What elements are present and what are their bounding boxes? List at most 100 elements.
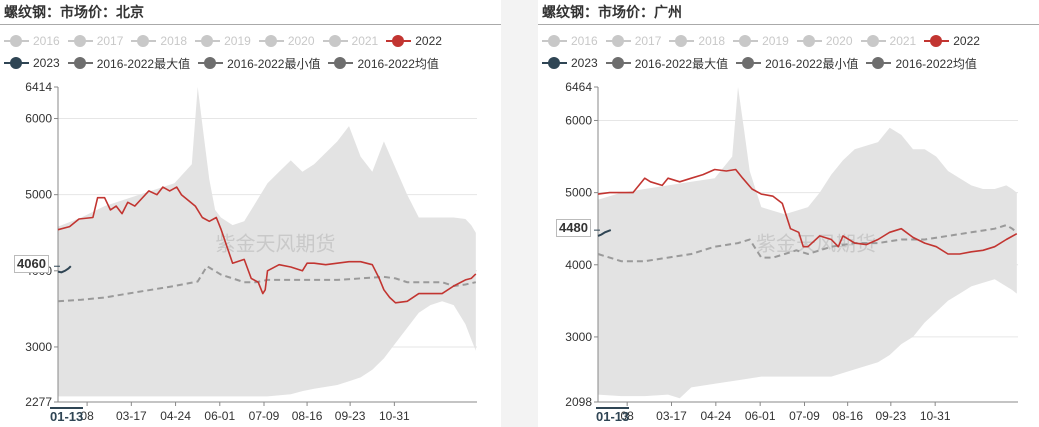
y-tick-label: 6000: [565, 113, 592, 127]
x-tick-label: 03-17: [656, 409, 687, 423]
series-line-mean: [597, 224, 1018, 263]
y-tick-label: 5000: [565, 186, 592, 200]
legend-item-2021[interactable]: 2021: [322, 34, 379, 48]
chart-title: 螺纹钢：市场价：北京: [4, 5, 144, 21]
series-line-2023: [597, 229, 612, 237]
y-tick-label: 4000: [565, 258, 592, 272]
legend-item-2016-2022最大值[interactable]: 2016-2022最大值: [605, 55, 729, 72]
x-tick-label: 08-16: [832, 409, 863, 423]
legend-label: 2022: [953, 34, 980, 48]
legend-label: 2016: [33, 34, 60, 48]
y-tick-label: 2098: [565, 395, 592, 409]
x-tick-label: 07-09: [789, 409, 820, 423]
legend-symbol-icon: [328, 56, 354, 70]
legend-label: 2021: [889, 34, 917, 48]
y-tick-label: 6464: [565, 80, 592, 94]
x-tick-label: 10-31: [920, 409, 951, 423]
legend-item-2016-2022最小值[interactable]: 2016-2022最小值: [198, 55, 320, 72]
legend-item-2016-2022最大值[interactable]: 2016-2022最大值: [67, 55, 191, 72]
legend-label: 2016-2022最大值: [634, 56, 729, 71]
legend-item-2020[interactable]: 2020: [796, 34, 853, 48]
watermark: 紫金天风期货: [216, 232, 336, 256]
legend-row: 2016 2017 2018 2019 2020 2021 2022: [4, 30, 501, 52]
line-chart-beijing: 227730004000500060006414紫金天风期货0803-1704-…: [25, 80, 477, 423]
legend-label: 2019: [224, 34, 251, 48]
legend-item-2023[interactable]: 2023: [542, 56, 598, 70]
legend-item-2017[interactable]: 2017: [67, 34, 123, 48]
legend-item-2016-2022最小值[interactable]: 2016-2022最小值: [736, 55, 858, 72]
legend-symbol-icon: [669, 34, 695, 48]
legend-label: 2016-2022最大值: [96, 56, 191, 71]
legend-item-2016[interactable]: 2016: [4, 34, 60, 48]
chart-legend[interactable]: 2016 2017 2018 2019 2020 2021 2022 2023 2016-202…: [4, 30, 501, 74]
legend-item-2022[interactable]: 2022: [924, 34, 980, 48]
legend-item-2017[interactable]: 2017: [605, 34, 662, 48]
title-divider: [0, 24, 501, 25]
legend-label: 2022: [415, 34, 442, 48]
legend-symbol-icon: [542, 56, 567, 70]
legend-label: 2016: [571, 34, 598, 48]
x-tick-label: 06-01: [204, 409, 235, 423]
legend-item-2023[interactable]: 2023: [4, 56, 60, 70]
legend-symbol-icon: [67, 56, 93, 70]
y-tick-label: 3000: [565, 330, 592, 344]
current-value-label: 4060: [14, 255, 49, 273]
y-tick-label: 3000: [25, 340, 52, 354]
legend-symbol-icon: [195, 34, 221, 48]
chart-legend[interactable]: 2016 2017 2018 2019 2020 2021 2022 2023 2016-202…: [542, 30, 1039, 74]
y-tick-label: 5000: [25, 188, 52, 202]
legend-label: 2020: [287, 34, 315, 48]
x-tick-label: 07-09: [249, 409, 280, 423]
legend-label: 2020: [825, 34, 853, 48]
legend-symbol-icon: [131, 34, 157, 48]
legend-item-2019[interactable]: 2019: [733, 34, 789, 48]
legend-label: 2023: [571, 56, 598, 70]
legend-symbol-icon: [322, 34, 348, 48]
legend-item-2016[interactable]: 2016: [542, 34, 598, 48]
x-tick-label: 08: [80, 409, 94, 423]
legend-symbol-icon: [198, 56, 224, 70]
legend-item-2021[interactable]: 2021: [860, 34, 917, 48]
start-date-label: 01-13: [596, 407, 630, 424]
max-min-band: [58, 87, 476, 397]
y-tick-label: 6414: [25, 80, 52, 94]
legend-symbol-icon: [542, 34, 567, 48]
legend-label: 2017: [634, 34, 662, 48]
legend-symbol-icon: [258, 34, 284, 48]
legend-item-2018[interactable]: 2018: [669, 34, 725, 48]
legend-symbol-icon: [733, 34, 759, 48]
legend-symbol-icon: [67, 34, 93, 48]
legend-symbol-icon: [796, 34, 822, 48]
legend-item-2019[interactable]: 2019: [195, 34, 251, 48]
legend-label: 2023: [33, 56, 60, 70]
legend-symbol-icon: [386, 34, 412, 48]
x-tick-label: 08-16: [292, 409, 323, 423]
series-line-2023: [57, 265, 72, 274]
max-min-band: [598, 87, 1017, 399]
legend-label: 2016-2022均值: [895, 56, 977, 71]
series-line-2022: [57, 186, 477, 304]
series-line-2022: [597, 168, 1018, 255]
x-tick-label: 08: [620, 409, 634, 423]
legend-item-2016-2022均值[interactable]: 2016-2022均值: [328, 55, 439, 72]
chart-title: 螺纹钢：市场价：广州: [542, 5, 682, 21]
legend-row: 2016 2017 2018 2019 2020 2021 2022: [542, 30, 1039, 52]
title-divider: [538, 24, 1039, 25]
legend-item-2018[interactable]: 2018: [131, 34, 187, 48]
current-value-label: 4480: [556, 219, 591, 237]
legend-row: 2023 2016-2022最大值 2016-2022最小值 2016-2022均值: [4, 52, 501, 74]
legend-label: 2018: [160, 34, 188, 48]
start-date-label: 01-13: [50, 407, 84, 424]
chart-panel-guangzhou: 螺纹钢：市场价：广州 2016 2017 2018 2019 2020 2021 2022 2…: [538, 0, 1039, 427]
legend-item-2020[interactable]: 2020: [258, 34, 315, 48]
legend-symbol-icon: [924, 34, 950, 48]
legend-item-2022[interactable]: 2022: [386, 34, 442, 48]
legend-symbol-icon: [605, 56, 631, 70]
legend-symbol-icon: [736, 56, 762, 70]
legend-label: 2018: [698, 34, 726, 48]
legend-symbol-icon: [4, 34, 29, 48]
legend-label: 2016-2022均值: [357, 56, 439, 71]
legend-label: 2021: [351, 34, 379, 48]
legend-item-2016-2022均值[interactable]: 2016-2022均值: [866, 55, 977, 72]
